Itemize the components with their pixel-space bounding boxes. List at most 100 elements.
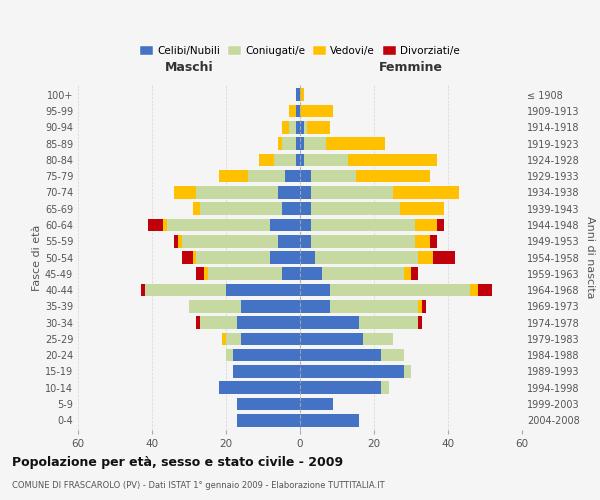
Text: COMUNE DI FRASCAROLO (PV) - Dati ISTAT 1° gennaio 2009 - Elaborazione TUTTITALIA: COMUNE DI FRASCAROLO (PV) - Dati ISTAT 1… (12, 482, 385, 490)
Y-axis label: Fasce di età: Fasce di età (32, 224, 42, 290)
Text: Femmine: Femmine (379, 60, 443, 74)
Bar (174, 186, 196, 199)
Bar (430, 235, 437, 248)
Bar (223, 332, 226, 345)
Bar (141, 284, 145, 296)
Bar (437, 218, 444, 232)
Bar (404, 268, 411, 280)
Bar (145, 284, 226, 296)
Bar (233, 365, 300, 378)
Bar (300, 284, 329, 296)
Bar (300, 316, 359, 329)
Bar (478, 284, 493, 296)
Bar (329, 284, 470, 296)
Bar (218, 170, 248, 182)
Bar (241, 300, 300, 312)
Bar (415, 235, 430, 248)
Bar (304, 137, 326, 150)
Bar (300, 365, 404, 378)
Bar (182, 235, 278, 248)
Bar (226, 349, 233, 362)
Bar (311, 186, 392, 199)
Bar (226, 332, 241, 345)
Bar (307, 121, 329, 134)
Bar (196, 251, 271, 264)
Bar (200, 316, 237, 329)
Bar (296, 137, 300, 150)
Bar (226, 284, 300, 296)
Bar (300, 88, 304, 101)
Bar (296, 104, 300, 118)
Bar (300, 382, 382, 394)
Bar (208, 268, 281, 280)
Bar (311, 218, 415, 232)
Bar (218, 382, 300, 394)
Bar (300, 349, 382, 362)
Bar (382, 382, 389, 394)
Bar (418, 316, 422, 329)
Bar (300, 202, 311, 215)
Bar (300, 398, 334, 410)
Bar (329, 300, 418, 312)
Bar (315, 251, 418, 264)
Bar (163, 218, 167, 232)
Bar (300, 414, 359, 426)
Bar (326, 137, 385, 150)
Bar (233, 349, 300, 362)
Bar (200, 202, 281, 215)
Bar (182, 251, 193, 264)
Bar (281, 268, 300, 280)
Bar (271, 251, 300, 264)
Bar (278, 137, 281, 150)
Bar (418, 251, 433, 264)
Bar (281, 137, 296, 150)
Bar (304, 121, 307, 134)
Bar (281, 121, 289, 134)
Bar (300, 332, 363, 345)
Bar (237, 398, 300, 410)
Bar (289, 104, 296, 118)
Bar (300, 121, 304, 134)
Bar (348, 154, 437, 166)
Bar (422, 300, 426, 312)
Y-axis label: Anni di nascita: Anni di nascita (585, 216, 595, 298)
Text: Maschi: Maschi (164, 60, 214, 74)
Bar (300, 154, 304, 166)
Legend: Celibi/Nubili, Coniugati/e, Vedovi/e, Divorziati/e: Celibi/Nubili, Coniugati/e, Vedovi/e, Di… (136, 42, 464, 60)
Bar (174, 235, 178, 248)
Bar (237, 316, 300, 329)
Bar (300, 251, 315, 264)
Bar (418, 300, 422, 312)
Bar (359, 316, 418, 329)
Bar (278, 186, 300, 199)
Bar (300, 235, 311, 248)
Bar (285, 170, 300, 182)
Bar (241, 332, 300, 345)
Bar (470, 284, 478, 296)
Bar (167, 218, 271, 232)
Bar (196, 268, 204, 280)
Bar (193, 251, 196, 264)
Bar (296, 154, 300, 166)
Bar (271, 218, 300, 232)
Bar (300, 104, 334, 118)
Bar (237, 414, 300, 426)
Bar (300, 137, 304, 150)
Bar (296, 88, 300, 101)
Bar (196, 316, 200, 329)
Bar (289, 121, 296, 134)
Bar (392, 186, 459, 199)
Bar (304, 154, 348, 166)
Bar (248, 170, 285, 182)
Bar (311, 170, 355, 182)
Bar (433, 251, 455, 264)
Bar (300, 268, 322, 280)
Bar (296, 121, 300, 134)
Bar (300, 218, 311, 232)
Bar (415, 218, 437, 232)
Bar (274, 154, 296, 166)
Bar (382, 349, 404, 362)
Bar (311, 202, 400, 215)
Bar (404, 365, 411, 378)
Bar (300, 186, 311, 199)
